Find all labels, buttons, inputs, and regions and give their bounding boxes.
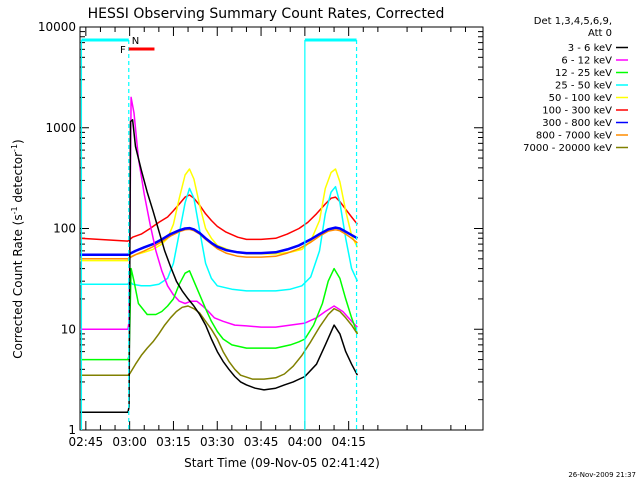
- series-line-3: [80, 185, 359, 292]
- y-axis-label-sup1: -1: [10, 206, 19, 214]
- y-axis-label: Corrected Count Rate (s-1 detector-1): [10, 139, 25, 358]
- y-axis-label-end: ): [11, 139, 25, 144]
- y-axis-label-mid: detector: [11, 152, 25, 207]
- y-tick-label: 100: [53, 222, 76, 236]
- series-line-1: [80, 96, 358, 331]
- series-line-5: [79, 194, 358, 242]
- legend-header-line: Att 0: [588, 28, 612, 39]
- y-axis-label-sup2: -1: [10, 144, 19, 152]
- night-label: N: [132, 36, 139, 47]
- y-tick-label: 1: [68, 423, 76, 437]
- x-tick-label: 03:00: [112, 435, 147, 449]
- legend-label: 800 - 7000 keV: [536, 131, 612, 142]
- plot-frame: [79, 26, 484, 431]
- footer-timestamp: 26-Nov-2009 21:37: [568, 471, 636, 479]
- overlay-layer: NF: [80, 36, 358, 430]
- legend-label: 7000 - 20000 keV: [523, 143, 612, 154]
- x-tick-label: 04:15: [331, 435, 366, 449]
- legend-label: 6 - 12 keV: [561, 56, 612, 67]
- legend-label: 25 - 50 keV: [555, 81, 612, 92]
- axes: 1 10 100 1000 10000 02:45 03:00 03:15 03:30 03:45…: [38, 20, 484, 449]
- legend-label: 12 - 25 keV: [555, 68, 612, 79]
- legend-label: 3 - 6 keV: [568, 43, 612, 54]
- y-tick-label: 10: [61, 322, 76, 336]
- x-tick-label: 03:15: [156, 435, 191, 449]
- series-line-8: [80, 305, 359, 380]
- x-tick-label: 03:30: [200, 435, 235, 449]
- chart-title: HESSI Observing Summary Count Rates, Cor…: [88, 6, 445, 22]
- series-layer: [79, 96, 359, 414]
- legend-label: 300 - 800 keV: [542, 118, 612, 129]
- flare-label: F: [120, 45, 126, 56]
- legend: Det 1,3,4,5,6,9,Att 0 3 - 6 keV 6 - 12 keV…: [523, 16, 628, 154]
- legend-header-line: Det 1,3,4,5,6,9,: [534, 16, 612, 27]
- x-tick-label: 03:45: [244, 435, 279, 449]
- y-tick-label: 10000: [38, 20, 76, 34]
- legend-label: 100 - 300 keV: [542, 106, 612, 117]
- x-tick-label: 04:00: [288, 435, 323, 449]
- y-tick-label: 1000: [45, 121, 76, 135]
- series-line-0: [80, 119, 359, 414]
- series-line-7: [80, 228, 358, 260]
- series-line-6: [80, 226, 359, 256]
- legend-label: 50 - 100 keV: [549, 93, 613, 104]
- x-tick-label: 02:45: [69, 435, 104, 449]
- y-axis-label-main: Corrected Count Rate (s: [11, 214, 25, 358]
- series-line-2: [80, 267, 359, 361]
- x-axis-label: Start Time (09-Nov-05 02:41:42): [184, 456, 380, 470]
- series-line-4: [80, 168, 359, 262]
